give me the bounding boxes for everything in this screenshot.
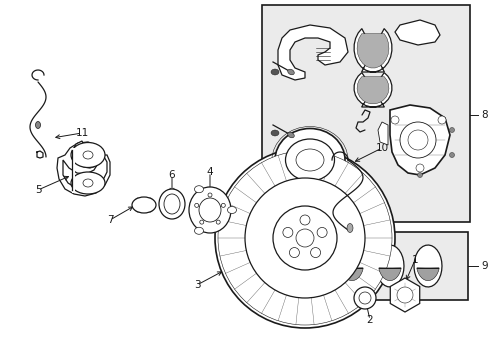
Text: 4: 4 [206,167,213,177]
Ellipse shape [287,69,294,75]
Circle shape [215,148,394,328]
Ellipse shape [448,127,453,132]
Polygon shape [73,141,103,168]
Polygon shape [377,122,387,145]
Ellipse shape [138,198,146,212]
Ellipse shape [295,149,324,171]
Ellipse shape [216,220,220,224]
Text: 5: 5 [35,185,41,195]
Ellipse shape [134,198,142,212]
Circle shape [272,206,336,270]
Polygon shape [72,148,75,193]
Text: 3: 3 [193,280,200,290]
Ellipse shape [136,198,143,212]
Text: 9: 9 [480,261,487,271]
Polygon shape [416,268,438,281]
Text: 8: 8 [480,110,487,120]
Ellipse shape [36,122,41,129]
Ellipse shape [221,203,225,207]
Ellipse shape [207,193,212,197]
Circle shape [282,228,292,238]
Ellipse shape [194,227,203,234]
Polygon shape [278,25,347,80]
Ellipse shape [270,69,279,75]
Ellipse shape [163,194,180,214]
Polygon shape [304,268,326,281]
Polygon shape [394,20,439,45]
Circle shape [390,116,398,124]
Text: 1: 1 [411,255,417,265]
Polygon shape [378,268,400,281]
Ellipse shape [353,287,375,309]
Polygon shape [356,77,388,104]
Ellipse shape [194,186,203,193]
Circle shape [407,130,427,150]
Polygon shape [337,245,365,287]
Circle shape [299,215,309,225]
Bar [295,232,467,300]
Circle shape [396,287,412,303]
Ellipse shape [285,139,334,181]
Text: 10: 10 [375,143,388,153]
Polygon shape [302,245,329,287]
Ellipse shape [194,203,198,207]
Circle shape [289,248,299,257]
Ellipse shape [274,129,345,192]
Polygon shape [389,105,449,175]
Polygon shape [375,245,403,287]
Ellipse shape [227,207,236,213]
Ellipse shape [200,220,203,224]
Circle shape [218,151,391,325]
Text: 11: 11 [75,128,88,138]
Circle shape [310,248,320,257]
Polygon shape [340,268,363,281]
Ellipse shape [448,153,453,158]
Text: 7: 7 [106,215,113,225]
Polygon shape [356,34,388,68]
Polygon shape [413,245,441,287]
Ellipse shape [142,198,150,212]
Ellipse shape [417,172,422,177]
Ellipse shape [140,198,148,212]
Circle shape [399,122,435,158]
Circle shape [437,116,445,124]
Text: 2: 2 [366,315,372,325]
Bar [262,5,469,222]
Ellipse shape [83,179,93,187]
Polygon shape [57,142,110,196]
Ellipse shape [143,198,152,212]
Ellipse shape [132,197,156,213]
Ellipse shape [358,292,370,304]
Ellipse shape [199,198,221,222]
Ellipse shape [71,143,105,167]
Circle shape [295,229,313,247]
Ellipse shape [189,187,230,233]
Ellipse shape [346,224,352,233]
Ellipse shape [146,198,154,212]
Circle shape [244,178,364,298]
Circle shape [317,228,326,238]
Text: 6: 6 [168,170,175,180]
Ellipse shape [83,151,93,159]
Ellipse shape [71,172,105,194]
Polygon shape [353,28,391,72]
Polygon shape [389,278,419,312]
Ellipse shape [287,132,294,138]
Ellipse shape [270,130,279,136]
Ellipse shape [159,189,184,219]
Circle shape [415,164,423,172]
Polygon shape [353,73,391,107]
